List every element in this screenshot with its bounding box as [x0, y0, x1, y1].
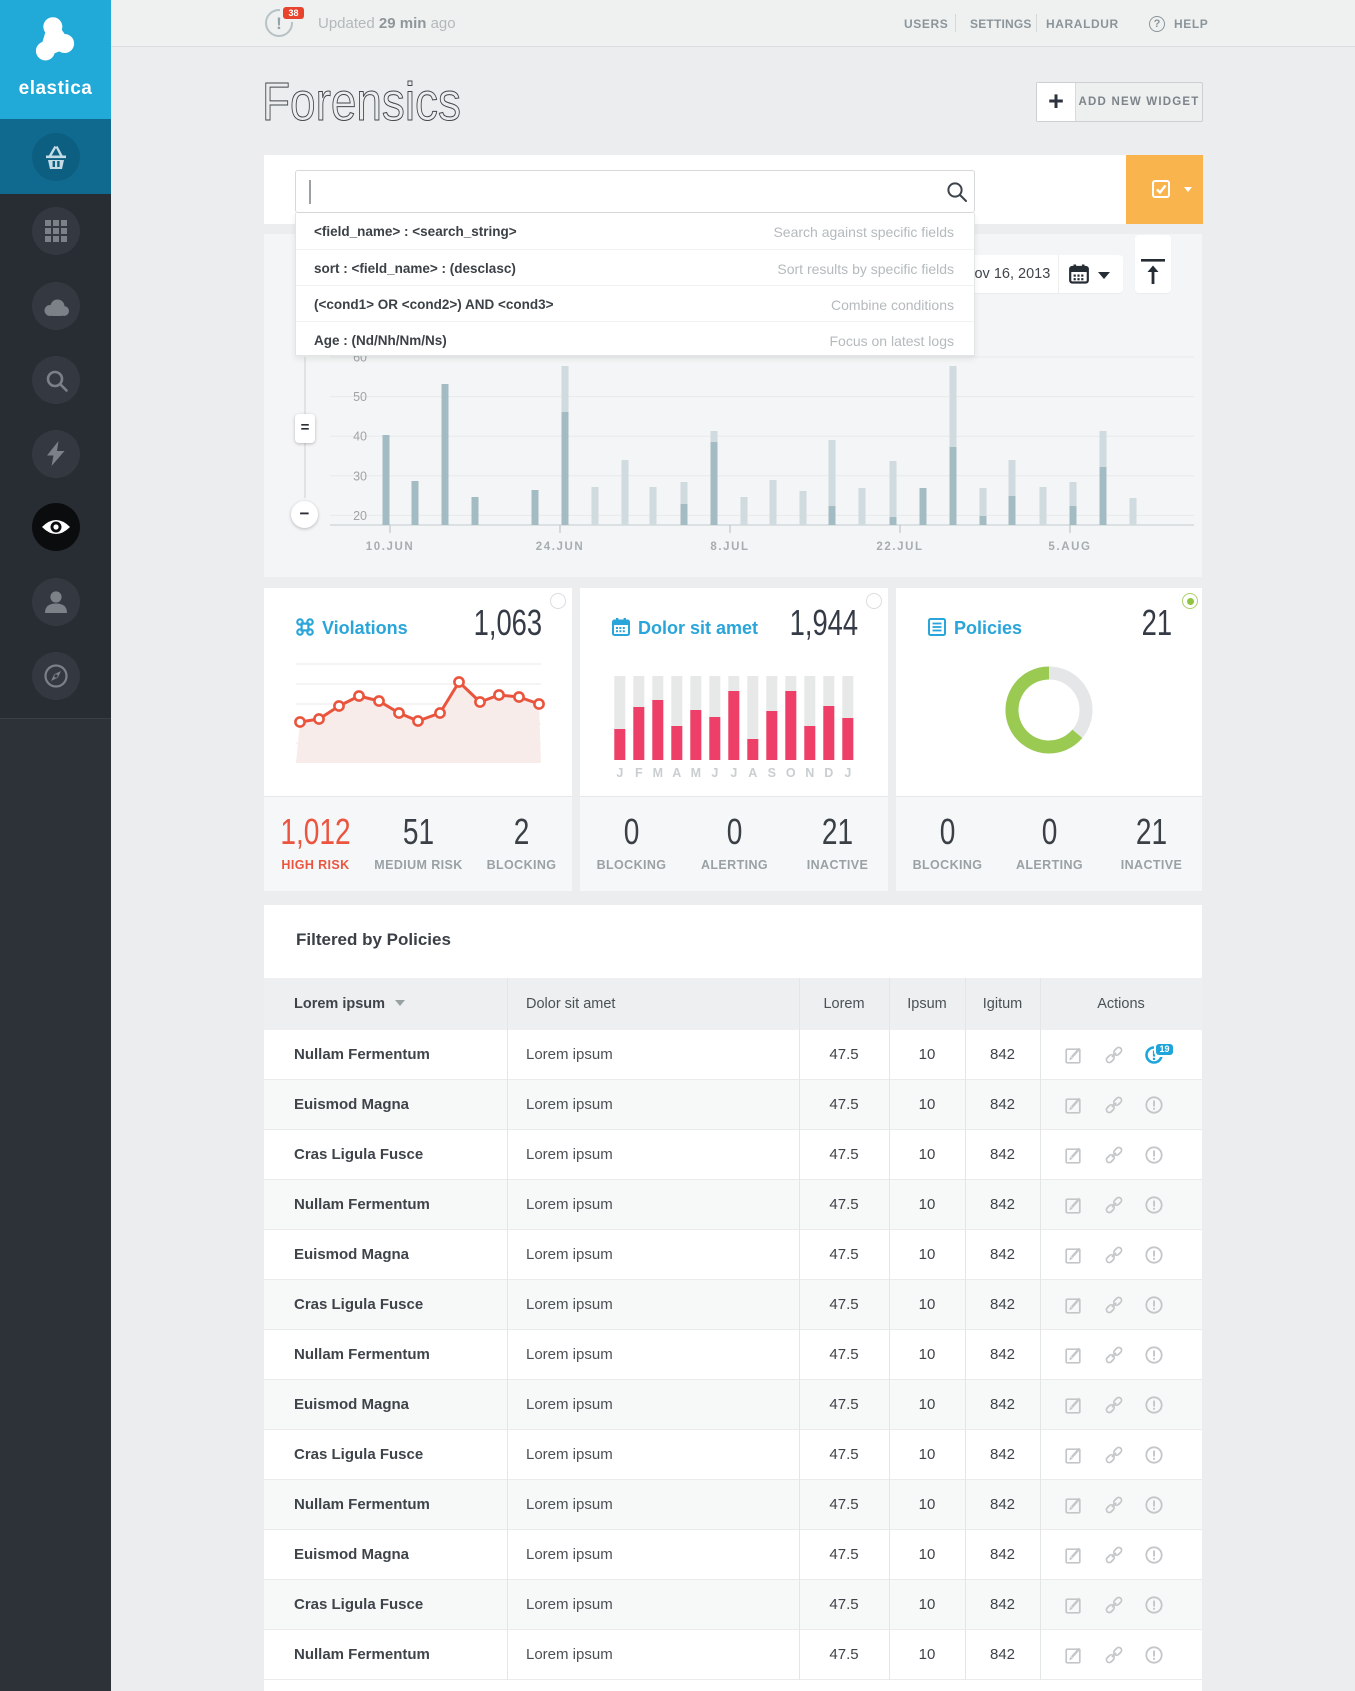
svg-text:F: F — [635, 766, 643, 780]
svg-text:N: N — [805, 766, 814, 780]
svg-text:J: J — [844, 766, 851, 780]
svg-text:40: 40 — [353, 430, 367, 444]
svg-text:J: J — [711, 766, 718, 780]
svg-text:24.JUN: 24.JUN — [536, 541, 585, 553]
svg-text:M: M — [691, 766, 701, 780]
svg-text:A: A — [672, 766, 681, 780]
svg-text:30: 30 — [353, 469, 367, 483]
svg-text:S: S — [768, 766, 776, 780]
svg-text:10.JUN: 10.JUN — [366, 541, 415, 553]
svg-text:J: J — [616, 766, 623, 780]
svg-text:8.JUL: 8.JUL — [710, 541, 749, 553]
svg-text:50: 50 — [353, 390, 367, 404]
svg-text:5.AUG: 5.AUG — [1048, 541, 1091, 553]
svg-text:M: M — [653, 766, 663, 780]
svg-text:A: A — [748, 766, 757, 780]
svg-text:J: J — [730, 766, 737, 780]
svg-text:D: D — [824, 766, 833, 780]
svg-text:20: 20 — [353, 509, 367, 523]
svg-text:22.JUL: 22.JUL — [876, 541, 923, 553]
svg-text:O: O — [786, 766, 796, 780]
